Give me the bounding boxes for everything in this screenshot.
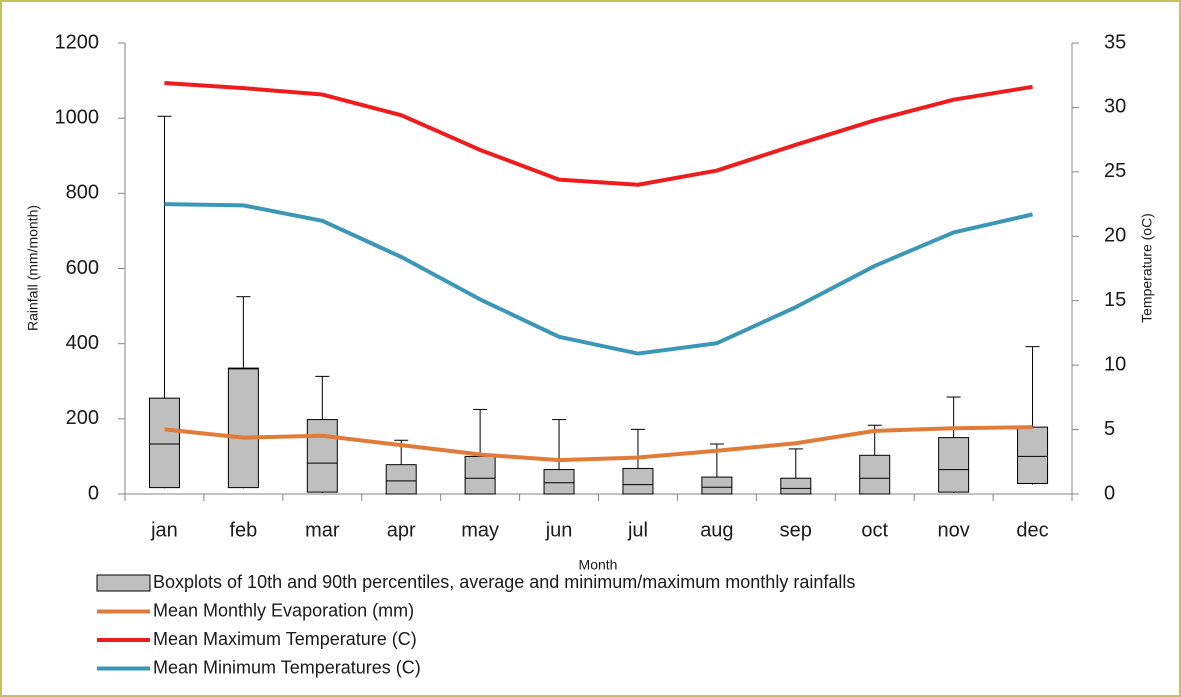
box-body <box>1017 426 1049 484</box>
y-tick-label: 1200 <box>55 31 100 53</box>
x-tick-label: dec <box>1016 519 1048 541</box>
box <box>148 115 180 489</box>
box-body <box>701 476 733 495</box>
y2-tick-label: 30 <box>1104 96 1126 118</box>
x-tick-label: apr <box>387 519 416 541</box>
box <box>464 408 496 495</box>
box-body <box>385 464 417 495</box>
y-tick-label: 200 <box>66 407 99 429</box>
box <box>859 424 891 495</box>
y2-axis-title: Temperature (oC) <box>1139 213 1155 323</box>
y2-tick-label: 0 <box>1104 482 1115 504</box>
box <box>306 375 338 493</box>
y-tick-label: 600 <box>66 257 99 279</box>
x-tick-label: jan <box>150 519 178 541</box>
y2-tick-label: 10 <box>1104 353 1126 375</box>
y-tick-label: 1000 <box>55 106 100 128</box>
line-series <box>164 425 1033 463</box>
legend-label: Mean Minimum Temperatures (C) <box>153 657 421 677</box>
y2-tick-label: 35 <box>1104 31 1126 53</box>
x-tick-label: oct <box>861 519 888 541</box>
x-tick-label: feb <box>229 519 257 541</box>
legend-swatch <box>96 574 151 592</box>
legend: Boxplots of 10th and 90th percentiles, a… <box>96 572 855 677</box>
legend-label: Mean Monthly Evaporation (mm) <box>153 600 414 620</box>
box-body <box>227 367 259 489</box>
y-tick-label: 800 <box>66 182 99 204</box>
box <box>780 448 812 495</box>
box-body <box>859 454 891 495</box>
box <box>227 296 259 489</box>
box-body <box>464 455 496 495</box>
box <box>622 428 654 495</box>
y2-tick-label: 5 <box>1104 418 1115 440</box>
x-axis-title: Month <box>579 557 618 573</box>
box-body <box>306 419 338 493</box>
y2-tick-label: 20 <box>1104 225 1126 247</box>
x-tick-label: jul <box>627 519 648 541</box>
box-body <box>543 469 575 495</box>
box <box>938 396 970 493</box>
line-series <box>164 202 1033 356</box>
x-tick-label: nov <box>938 519 970 541</box>
box-body <box>148 397 180 489</box>
x-tick-label: sep <box>780 519 812 541</box>
box-body <box>938 437 970 493</box>
box-body <box>780 477 812 495</box>
y2-tick-label: 25 <box>1104 160 1126 182</box>
box-body <box>622 467 654 495</box>
x-tick-label: jun <box>545 519 573 541</box>
legend-label: Boxplots of 10th and 90th percentiles, a… <box>153 572 855 592</box>
y-tick-label: 400 <box>66 332 99 354</box>
line-series <box>164 80 1033 187</box>
legend-label: Mean Maximum Temperature (C) <box>153 629 417 649</box>
x-tick-label: aug <box>700 519 733 541</box>
y2-tick-label: 15 <box>1104 289 1126 311</box>
box <box>1017 346 1049 485</box>
y-tick-label: 0 <box>88 482 99 504</box>
x-tick-label: may <box>461 519 499 541</box>
y-axis-title: Rainfall (mm/month) <box>25 205 41 331</box>
x-tick-label: mar <box>305 519 340 541</box>
box <box>385 439 417 495</box>
